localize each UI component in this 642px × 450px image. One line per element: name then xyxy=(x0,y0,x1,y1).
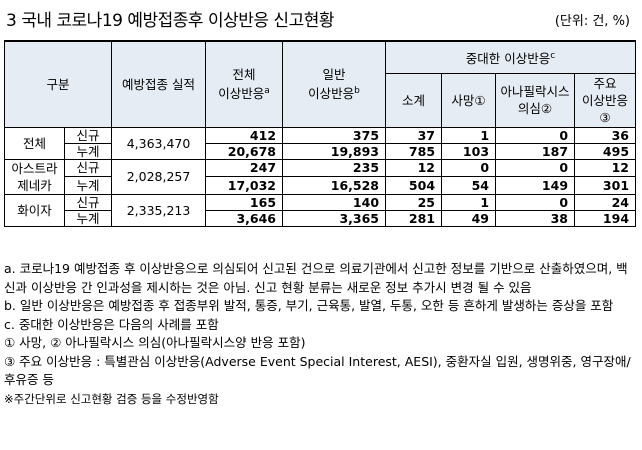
total-ae: 247 xyxy=(205,158,284,177)
vaccine-label: 전체 xyxy=(4,126,65,160)
major-ae-count: 12 xyxy=(574,158,637,177)
note-c1: ① 사망, ② 아나필락시스 의심(아나필락시스양 반응 포함) xyxy=(4,335,306,350)
major-ae-count: 194 xyxy=(574,209,637,227)
general-ae: 19,893 xyxy=(282,142,387,160)
serious-subtotal: 281 xyxy=(385,209,443,227)
major-ae-count: 301 xyxy=(574,176,637,195)
table-row: 누계 20,678 19,893 785 103 187 495 xyxy=(5,142,637,160)
header-vaccinated: 예방접종 실적 xyxy=(111,40,207,128)
general-ae: 3,365 xyxy=(282,209,387,227)
death-count: 103 xyxy=(441,142,497,160)
anaphylaxis-count: 187 xyxy=(495,142,576,160)
death-count: 49 xyxy=(441,209,497,227)
death-count: 1 xyxy=(441,126,497,144)
header-major-ae: 주요 이상반응 ③ xyxy=(574,72,637,128)
vaccinated-count: 4,363,470 xyxy=(111,126,207,160)
total-ae: 17,032 xyxy=(205,176,284,195)
header-serious-ae: 중대한 이상반응c xyxy=(385,40,637,74)
note-a: a. 코로나19 예방접종 후 이상반응으로 의심되어 신고된 건으로 의료기관… xyxy=(4,261,628,295)
table-row: 누계 17,032 16,528 504 54 149 301 xyxy=(5,176,637,195)
header-anaphylaxis: 아나필락시스 의심② xyxy=(495,72,576,128)
vaccinated-count: 2,028,257 xyxy=(111,158,207,195)
anaphylaxis-count: 0 xyxy=(495,193,576,211)
anaphylaxis-count: 0 xyxy=(495,158,576,177)
major-ae-count: 24 xyxy=(574,193,637,211)
anaphylaxis-count: 38 xyxy=(495,209,576,227)
total-ae: 20,678 xyxy=(205,142,284,160)
total-ae: 165 xyxy=(205,193,284,211)
note-c: c. 중대한 이상반응은 다음의 사례를 포함 xyxy=(4,316,219,332)
serious-subtotal: 12 xyxy=(385,158,443,177)
footnotes: a. 코로나19 예방접종 후 이상반응으로 의심되어 신고된 건으로 의료기관… xyxy=(4,260,638,408)
note-c3: ③ 주요 이상반응 : 특별관심 이상반응(Adverse Event Spec… xyxy=(4,353,631,388)
serious-subtotal: 37 xyxy=(385,126,443,144)
table-row: 누계 3,646 3,365 281 49 38 194 xyxy=(5,209,637,227)
table-row: 아스트라 제네카 신규 2,028,257 247 235 12 0 0 12 xyxy=(4,158,637,195)
header-general-ae: 일반 이상반응b xyxy=(282,40,387,128)
header-group: 구분 xyxy=(3,40,113,128)
row-type: 누계 xyxy=(63,209,113,227)
footer-note: ※주간단위로 신고현황 검증 등을 수정반영함 xyxy=(4,391,219,406)
serious-subtotal: 504 xyxy=(385,176,443,195)
page-title: 3 국내 코로나19 예방접종후 이상반응 신고현황 xyxy=(6,11,335,31)
row-type: 신규 xyxy=(63,193,113,211)
general-ae: 140 xyxy=(282,193,387,211)
header-total-ae: 전체 이상반응a xyxy=(205,40,284,128)
total-ae: 3,646 xyxy=(205,209,284,227)
row-type: 누계 xyxy=(63,142,113,160)
death-count: 1 xyxy=(441,193,497,211)
unit-label: (단위: 건, %) xyxy=(554,14,630,29)
header-subtotal: 소계 xyxy=(385,72,443,128)
major-ae-count: 36 xyxy=(574,126,637,144)
adverse-event-table: 구분 예방접종 실적 전체 이상반응a 일반 이상반응b 중대한 이상반응c 소… xyxy=(3,40,637,227)
serious-subtotal: 25 xyxy=(385,193,443,211)
row-type: 누계 xyxy=(63,176,113,195)
general-ae: 375 xyxy=(282,126,387,144)
general-ae: 16,528 xyxy=(282,176,387,195)
anaphylaxis-count: 149 xyxy=(495,176,576,195)
vaccine-label: 화이자 xyxy=(4,193,65,227)
table-row: 전체 신규 4,363,470 412 375 37 1 0 36 xyxy=(4,126,637,160)
death-count: 0 xyxy=(441,158,497,177)
major-ae-count: 495 xyxy=(574,142,637,160)
anaphylaxis-count: 0 xyxy=(495,126,576,144)
serious-subtotal: 785 xyxy=(385,142,443,160)
header-death: 사망① xyxy=(441,72,497,128)
row-type: 신규 xyxy=(63,126,113,144)
table-row: 화이자 신규 2,335,213 165 140 25 1 0 24 xyxy=(4,193,637,227)
total-ae: 412 xyxy=(205,126,284,144)
row-type: 신규 xyxy=(63,158,113,177)
vaccinated-count: 2,335,213 xyxy=(111,193,207,227)
note-b: b. 일반 이상반응은 예방접종 후 접종부위 발적, 통증, 부기, 근육통,… xyxy=(4,298,614,313)
death-count: 54 xyxy=(441,176,497,195)
vaccine-label: 아스트라 제네카 xyxy=(4,158,65,195)
general-ae: 235 xyxy=(282,158,387,177)
